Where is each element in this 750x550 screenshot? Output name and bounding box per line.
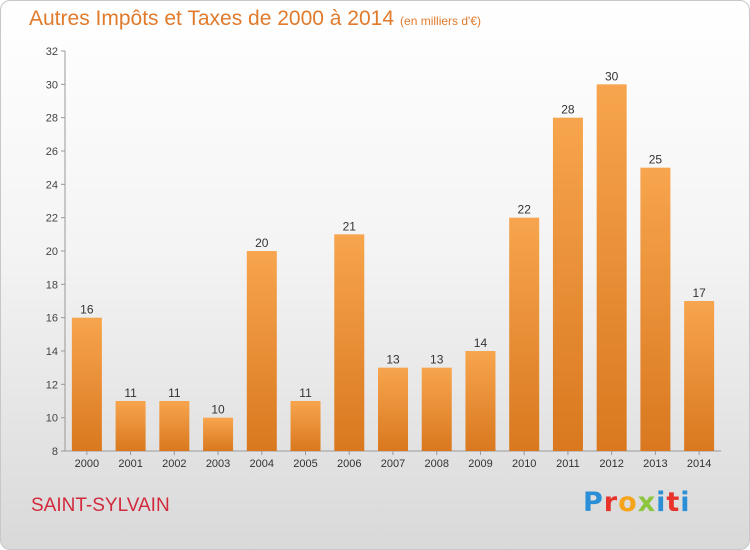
x-tick-label: 2012 xyxy=(599,458,623,470)
bar-2005 xyxy=(290,401,321,451)
y-tick-label: 8 xyxy=(52,446,58,458)
chart-subtitle: (en milliers d'€) xyxy=(400,14,482,28)
x-tick-label: 2011 xyxy=(556,458,580,470)
bar-2004 xyxy=(246,251,277,451)
data-label: 21 xyxy=(343,219,357,233)
bar-2003 xyxy=(203,417,234,451)
data-label: 11 xyxy=(299,386,312,400)
data-label: 28 xyxy=(561,103,575,117)
bar-2011 xyxy=(552,117,583,452)
x-tick-label: 2010 xyxy=(512,458,536,470)
y-tick-label: 18 xyxy=(46,279,58,291)
data-label: 16 xyxy=(80,303,94,317)
chart-title: Autres Impôts et Taxes de 2000 à 2014 (en… xyxy=(29,7,481,31)
bar-2006 xyxy=(334,234,365,451)
x-tick-label: 2013 xyxy=(643,458,667,470)
data-label: 17 xyxy=(692,286,706,300)
x-tick-label: 2001 xyxy=(118,458,142,470)
x-tick-label: 2000 xyxy=(75,458,99,470)
bar-2014 xyxy=(684,301,715,451)
y-tick-label: 32 xyxy=(46,46,58,58)
bar-2010 xyxy=(509,217,540,451)
x-tick-label: 2006 xyxy=(337,458,361,470)
data-label: 25 xyxy=(649,153,663,167)
y-tick-label: 12 xyxy=(46,379,58,391)
y-tick-label: 30 xyxy=(46,79,58,91)
y-tick-label: 10 xyxy=(46,413,58,425)
x-tick-label: 2005 xyxy=(293,458,317,470)
data-label: 14 xyxy=(474,336,488,350)
x-tick-label: 2007 xyxy=(381,458,405,470)
bar-2007 xyxy=(378,367,408,451)
x-tick-label: 2014 xyxy=(687,458,711,470)
x-tick-label: 2002 xyxy=(162,458,186,470)
y-tick-label: 14 xyxy=(46,346,58,358)
bar-2012 xyxy=(596,84,627,451)
bar-2009 xyxy=(465,351,496,451)
x-tick-label: 2009 xyxy=(468,458,492,470)
data-label: 10 xyxy=(211,403,225,417)
data-label: 20 xyxy=(255,236,269,250)
y-tick-label: 26 xyxy=(46,146,58,158)
bar-2000 xyxy=(71,317,102,451)
data-label: 22 xyxy=(518,203,532,217)
y-tick-label: 24 xyxy=(46,179,58,191)
chart-title-text: Autres Impôts et Taxes de 2000 à 2014 xyxy=(29,7,395,30)
data-label: 30 xyxy=(605,69,619,83)
y-tick-label: 20 xyxy=(46,246,58,258)
data-label: 13 xyxy=(386,353,400,367)
data-label: 13 xyxy=(430,353,444,367)
bar-2008 xyxy=(421,367,452,451)
commune-name: SAINT-SYLVAIN xyxy=(31,495,170,516)
bar-2013 xyxy=(640,167,671,451)
data-label: 11 xyxy=(168,386,181,400)
y-tick-label: 16 xyxy=(46,313,58,325)
x-tick-label: 2004 xyxy=(250,458,274,470)
proxiti-logo: Proxiti xyxy=(583,487,691,518)
bar-2002 xyxy=(159,401,190,451)
data-label: 11 xyxy=(124,386,137,400)
y-tick-label: 28 xyxy=(46,113,58,125)
bar-2001 xyxy=(115,401,146,451)
x-tick-label: 2003 xyxy=(206,458,230,470)
y-tick-label: 22 xyxy=(46,213,58,225)
x-tick-label: 2008 xyxy=(424,458,448,470)
